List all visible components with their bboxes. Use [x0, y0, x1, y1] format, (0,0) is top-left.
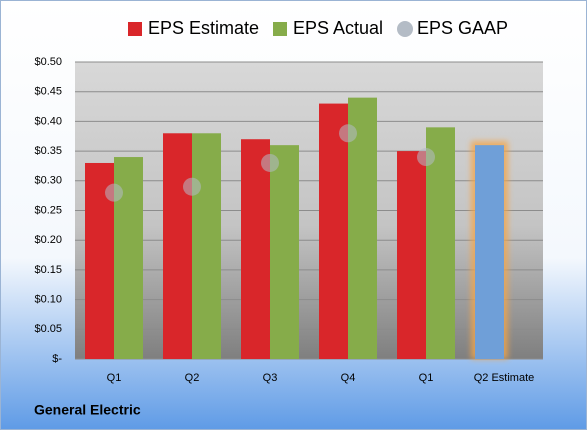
gaap-point — [417, 148, 435, 167]
x-tick-label: Q2 — [185, 372, 200, 384]
y-tick-label: $0.35 — [34, 145, 62, 157]
x-tick-label: Q2 Estimate — [474, 372, 535, 384]
y-tick-label: $0.15 — [34, 264, 62, 276]
bar — [319, 103, 348, 359]
bar — [475, 145, 504, 359]
bar — [397, 151, 426, 359]
gaap-point — [183, 177, 201, 196]
gaap-point — [261, 153, 279, 172]
legend-marker — [128, 22, 142, 36]
bar — [241, 139, 270, 359]
y-tick-label: $0.40 — [34, 115, 62, 127]
legend-marker — [273, 22, 287, 36]
x-tick-label: Q1 — [419, 372, 434, 384]
legend-marker — [397, 21, 413, 37]
y-tick-label: $0.25 — [34, 204, 62, 216]
gaap-point — [105, 183, 123, 202]
bar — [163, 133, 192, 359]
y-tick-label: $- — [52, 353, 62, 365]
bar — [192, 133, 221, 359]
x-tick-label: Q1 — [107, 372, 122, 384]
y-tick-label: $0.45 — [34, 86, 62, 98]
bar — [348, 97, 377, 359]
bar — [270, 145, 299, 359]
x-tick-label: Q4 — [341, 372, 356, 384]
y-tick-label: $0.50 — [34, 56, 62, 68]
y-tick-label: $0.20 — [34, 234, 62, 246]
y-tick-label: $0.05 — [34, 323, 62, 335]
gaap-point — [339, 124, 357, 143]
legend-label: EPS Actual — [293, 18, 383, 38]
legend-label: EPS Estimate — [148, 18, 259, 38]
chart-title: General Electric — [34, 402, 141, 418]
x-tick-label: Q3 — [263, 372, 278, 384]
legend-label: EPS GAAP — [417, 18, 508, 38]
bar — [426, 127, 455, 359]
y-tick-label: $0.30 — [34, 175, 62, 187]
y-tick-label: $0.10 — [34, 294, 62, 306]
